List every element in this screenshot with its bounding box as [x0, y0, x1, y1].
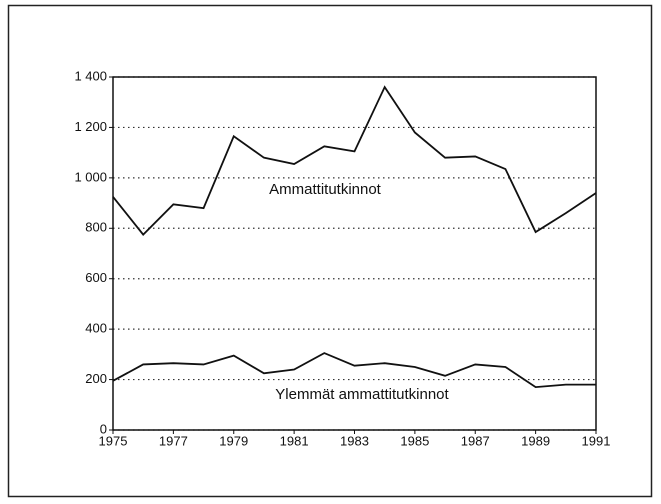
x-tick-label: 1977: [159, 433, 188, 448]
y-tick-label: 0: [100, 421, 107, 436]
x-tick-label: 1975: [99, 433, 128, 448]
series-line: [112, 85, 597, 236]
x-tick-label: 1989: [521, 433, 550, 448]
y-tick-label: 400: [85, 321, 107, 336]
series-label: Ylemmät ammattitutkinnot: [275, 386, 449, 403]
x-tick-label: 1983: [340, 433, 369, 448]
plot-frame: [112, 76, 597, 431]
y-tick-label: 800: [85, 220, 107, 235]
series-line: [112, 352, 596, 389]
x-tick-label: 1991: [582, 433, 611, 448]
frame: [7, 4, 653, 498]
x-tick-label: 1979: [219, 433, 248, 448]
x-tick-label: 1985: [400, 433, 429, 448]
y-tick-label: 200: [85, 371, 107, 386]
y-tick-label: 1 400: [74, 68, 107, 83]
series-label: Ammattitutkinnot: [269, 181, 382, 198]
y-tick-label: 1 200: [74, 119, 107, 134]
y-tick-label: 600: [85, 270, 107, 285]
y-tick-label: 1 000: [74, 169, 107, 184]
x-tick-label: 1981: [280, 433, 309, 448]
x-tick-label: 1987: [461, 433, 490, 448]
